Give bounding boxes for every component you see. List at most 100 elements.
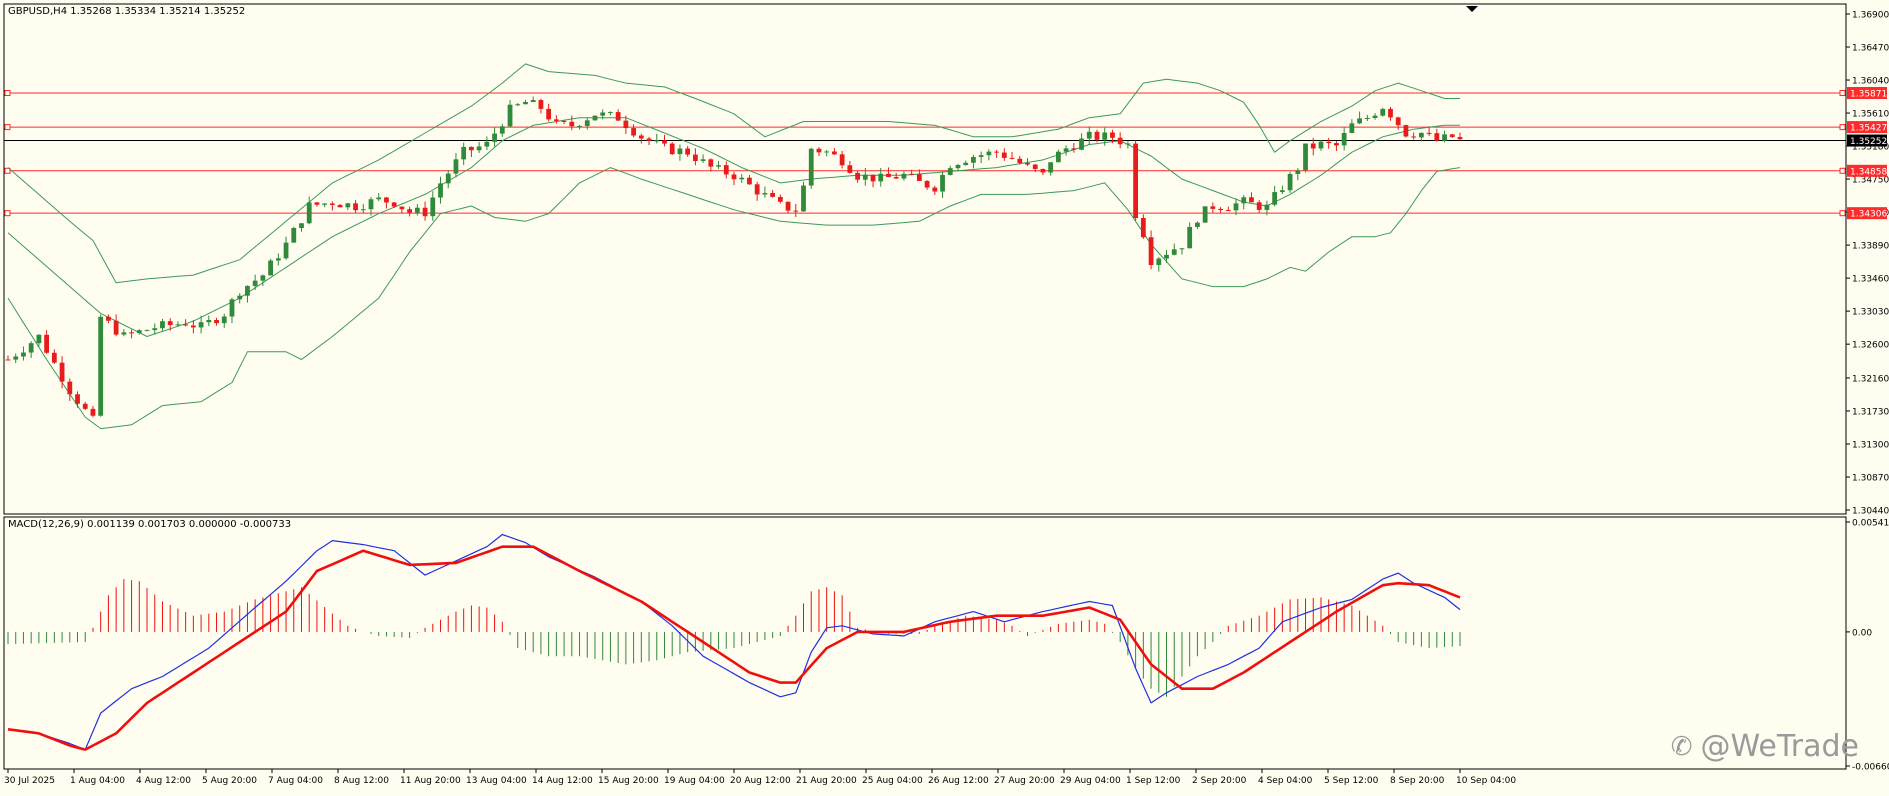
candle-bear[interactable] (1403, 125, 1409, 137)
candle-bear[interactable] (1434, 133, 1440, 141)
candle-bear[interactable] (538, 100, 544, 109)
candle-bull[interactable] (36, 334, 42, 344)
candle-bull[interactable] (716, 165, 721, 167)
candle-bull[interactable] (1171, 249, 1177, 255)
candle-bull[interactable] (1202, 206, 1208, 223)
candle-bull[interactable] (98, 316, 104, 416)
candle-bear[interactable] (893, 177, 899, 179)
candle-bull[interactable] (1364, 117, 1370, 119)
candle-bull[interactable] (1055, 151, 1061, 163)
candle-bull[interactable] (206, 319, 212, 323)
candle-bull[interactable] (1318, 141, 1324, 149)
candle-bear[interactable] (669, 143, 675, 155)
candle-bull[interactable] (947, 168, 953, 175)
candle-bear[interactable] (1326, 141, 1332, 144)
candle-bear[interactable] (469, 146, 474, 151)
candle-bear[interactable] (932, 187, 938, 192)
candle-bull[interactable] (268, 260, 273, 276)
candle-bear[interactable] (1457, 137, 1463, 140)
candle-bull[interactable] (476, 146, 482, 151)
candle-bear[interactable] (75, 394, 80, 404)
candle-bull[interactable] (445, 173, 451, 184)
candle-bear[interactable] (1071, 148, 1077, 150)
candle-bull[interactable] (963, 162, 969, 165)
candle-bear[interactable] (816, 148, 822, 153)
candle-bull[interactable] (438, 183, 443, 198)
candle-bull[interactable] (275, 258, 281, 261)
candle-bull[interactable] (229, 299, 235, 317)
candle-bear[interactable] (777, 196, 783, 202)
candle-bull[interactable] (1442, 134, 1447, 141)
candle-bull[interactable] (291, 227, 297, 243)
candle-bull[interactable] (808, 148, 814, 186)
candle-bull[interactable] (1349, 123, 1355, 134)
candle-bear[interactable] (1148, 237, 1154, 266)
candle-bull[interactable] (492, 133, 497, 142)
candle-bear[interactable] (924, 180, 930, 188)
candle-bull[interactable] (577, 125, 582, 127)
candle-bull[interactable] (1164, 254, 1169, 259)
candle-bear[interactable] (1032, 164, 1038, 169)
candle-bull[interactable] (878, 173, 884, 182)
candle-bull[interactable] (21, 352, 26, 357)
candle-bull[interactable] (654, 140, 660, 142)
candle-bull[interactable] (1048, 162, 1054, 173)
candle-bull[interactable] (1195, 222, 1200, 227)
candle-bear[interactable] (5, 359, 11, 361)
candle-bull[interactable] (1179, 248, 1185, 250)
candle-bull[interactable] (260, 275, 266, 281)
candle-bull[interactable] (198, 322, 204, 328)
candle-bull[interactable] (584, 120, 590, 126)
candle-bear[interactable] (623, 120, 629, 129)
candle-bear[interactable] (770, 192, 776, 197)
candle-bull[interactable] (700, 159, 706, 161)
candle-bear[interactable] (855, 172, 860, 180)
candle-bear[interactable] (785, 201, 791, 211)
candle-bear[interactable] (1040, 168, 1046, 173)
candle-bear[interactable] (1218, 208, 1223, 211)
candle-bull[interactable] (1380, 108, 1386, 116)
candle-bull[interactable] (971, 156, 976, 163)
candle-bull[interactable] (1102, 132, 1108, 140)
candle-bull[interactable] (762, 192, 768, 195)
candle-bull[interactable] (1341, 133, 1347, 146)
candle-bull[interactable] (1233, 203, 1239, 211)
candle-bear[interactable] (314, 202, 320, 205)
candle-bull[interactable] (499, 126, 505, 134)
level-handle-left[interactable] (4, 210, 11, 217)
candle-bull[interactable] (1418, 132, 1424, 138)
candle-bull[interactable] (1279, 190, 1285, 193)
candle-bear[interactable] (384, 197, 389, 203)
level-handle-left[interactable] (4, 90, 11, 97)
candle-bull[interactable] (1125, 143, 1131, 145)
level-handle-left[interactable] (4, 124, 11, 131)
candle-bull[interactable] (376, 197, 382, 200)
candle-bull[interactable] (28, 343, 34, 353)
candle-bear[interactable] (870, 174, 876, 182)
candle-bear[interactable] (1249, 197, 1254, 203)
candle-bull[interactable] (739, 177, 745, 180)
candle-bear[interactable] (754, 184, 760, 195)
candle-bear[interactable] (569, 121, 575, 127)
candle-bull[interactable] (175, 324, 181, 326)
candle-bull[interactable] (1303, 143, 1308, 171)
candle-bear[interactable] (1009, 157, 1015, 159)
candle-bull[interactable] (221, 316, 227, 324)
candle-bull[interactable] (1079, 138, 1084, 150)
candle-bear[interactable] (631, 128, 636, 136)
candle-bear[interactable] (407, 209, 413, 213)
candle-bull[interactable] (940, 174, 945, 192)
candle-bear[interactable] (1133, 143, 1139, 219)
candle-bear[interactable] (1256, 202, 1262, 210)
candle-bull[interactable] (461, 146, 467, 160)
candle-bull[interactable] (507, 104, 513, 127)
candle-bear[interactable] (994, 151, 999, 153)
candle-bull[interactable] (252, 280, 258, 286)
candle-bear[interactable] (1426, 132, 1432, 134)
candle-bull[interactable] (414, 207, 420, 213)
candle-bear[interactable] (561, 120, 567, 122)
candle-bull[interactable] (530, 100, 536, 102)
candle-bull[interactable] (608, 112, 613, 114)
candle-bull[interactable] (677, 148, 683, 155)
